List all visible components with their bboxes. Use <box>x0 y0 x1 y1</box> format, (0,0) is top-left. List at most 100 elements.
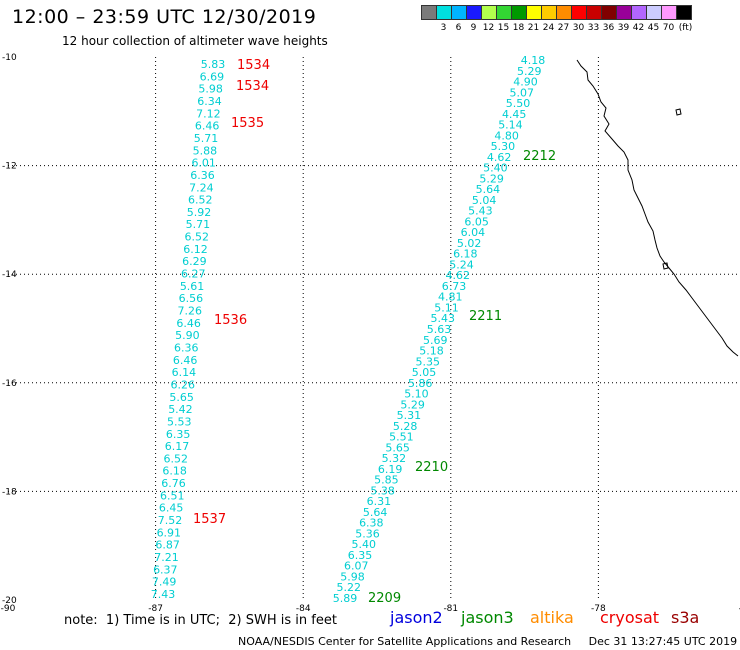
coastline <box>576 59 739 357</box>
jason3-swh-value: 4.62 <box>487 151 512 164</box>
jason3-swh-value: 5.14 <box>498 119 523 132</box>
jason3-swh-value: 6.31 <box>367 495 392 508</box>
island-outline <box>675 108 682 116</box>
color-scale-tick: 30 <box>572 23 585 33</box>
cryosat-swh-value: 6.56 <box>179 292 204 305</box>
cryosat-swh-value: 7.21 <box>154 551 179 564</box>
lon-tick-label: -78 <box>591 604 606 614</box>
jason3-swh-value: 5.10 <box>404 388 429 401</box>
cryosat-swh-value: 6.27 <box>181 268 206 281</box>
cryosat-swh-value: 6.46 <box>173 354 198 367</box>
cryosat-swh-value: 6.26 <box>171 378 196 391</box>
cryosat-swh-value: 5.90 <box>175 329 200 342</box>
cryosat-swh-value: 7.24 <box>189 181 214 194</box>
jason3-swh-value: 5.02 <box>457 237 482 250</box>
jason3-swh-value: 4.62 <box>446 269 471 282</box>
color-scale-tick: 3 <box>440 23 447 33</box>
jason3-swh-value: 5.30 <box>491 140 516 153</box>
cryosat-swh-value: 5.98 <box>198 83 223 96</box>
jason3-swh-value: 5.38 <box>370 484 395 497</box>
cryosat-swh-value: 5.53 <box>167 415 192 428</box>
cryosat-time-label: 1536 <box>214 313 247 328</box>
cryosat-time-label: 1534 <box>237 58 270 73</box>
jason3-time-label: 2209 <box>368 591 401 606</box>
cryosat-swh-value: 5.71 <box>186 218 211 231</box>
cryosat-swh-value: 5.83 <box>201 58 226 71</box>
jason3-swh-value: 5.29 <box>479 172 504 185</box>
cryosat-time-label: 1534 <box>236 79 269 94</box>
cryosat-time-label: 1537 <box>193 512 226 527</box>
jason3-swh-value: 6.38 <box>359 517 384 530</box>
jason3-swh-value: 6.18 <box>453 248 478 261</box>
jason3-swh-value: 5.18 <box>419 345 444 358</box>
color-scale-tick: 36 <box>602 23 615 33</box>
cryosat-swh-value: 5.92 <box>187 206 212 219</box>
jason3-swh-value: 5.28 <box>393 420 418 433</box>
jason3-swh-value: 5.43 <box>468 205 493 218</box>
color-scale-tick: 33 <box>587 23 600 33</box>
jason3-swh-value: 6.73 <box>442 280 467 293</box>
lon-tick-label: -75 <box>739 604 740 614</box>
cryosat-swh-value: 6.46 <box>195 120 220 133</box>
cryosat-swh-value: 6.36 <box>174 341 199 354</box>
lon-tick-label: -81 <box>443 604 458 614</box>
cryosat-swh-value: 5.42 <box>168 403 193 416</box>
jason3-swh-value: 5.04 <box>472 194 497 207</box>
jason3-swh-value: 4.45 <box>502 108 527 121</box>
cryosat-swh-value: 6.91 <box>157 526 182 539</box>
cryosat-time-label: 1535 <box>231 116 264 131</box>
legend-jason2: jason2 <box>390 608 443 627</box>
cryosat-swh-value: 6.52 <box>184 231 209 244</box>
cryosat-swh-value: 7.52 <box>158 514 183 527</box>
jason3-swh-value: 5.63 <box>427 323 452 336</box>
jason3-swh-value: 5.07 <box>509 86 534 99</box>
cryosat-swh-value: 5.88 <box>193 144 218 157</box>
jason3-swh-value: 5.86 <box>408 377 433 390</box>
lon-tick-label: -84 <box>296 604 311 614</box>
lat-tick-label: -20 <box>2 596 17 606</box>
map-grid <box>8 57 740 600</box>
jason3-swh-value: 5.69 <box>423 334 448 347</box>
jason3-swh-value: 4.90 <box>513 76 538 89</box>
cryosat-swh-value: 6.52 <box>188 194 213 207</box>
lat-tick-label: -18 <box>2 487 17 497</box>
jason3-swh-value: 4.80 <box>494 129 519 142</box>
cryosat-swh-value: 6.37 <box>153 563 178 576</box>
jason3-swh-value: 5.24 <box>449 258 474 271</box>
jason3-swh-value: 5.31 <box>397 409 422 422</box>
cryosat-swh-value: 6.14 <box>172 366 197 379</box>
cryosat-swh-value: 6.36 <box>190 169 215 182</box>
cryosat-swh-value: 6.52 <box>164 452 189 465</box>
cryosat-swh-value: 6.35 <box>166 428 191 441</box>
cryosat-swh-value: 7.43 <box>151 588 176 601</box>
lat-tick-label: -12 <box>2 162 17 172</box>
cryosat-swh-value: 6.29 <box>182 255 207 268</box>
color-scale-tick: 6 <box>455 23 462 33</box>
jason3-swh-value: 6.19 <box>378 463 403 476</box>
color-scale-tick: 12 <box>482 23 495 33</box>
cryosat-swh-value: 6.01 <box>191 157 216 170</box>
jason3-time-label: 2212 <box>523 149 556 164</box>
footer-note: note: 1) Time is in UTC; 2) SWH is in fe… <box>64 613 337 628</box>
jason3-swh-value: 5.05 <box>412 366 437 379</box>
cryosat-swh-value: 6.87 <box>155 539 180 552</box>
color-scale-swatches <box>421 5 693 20</box>
legend-jason3: jason3 <box>461 608 514 627</box>
lat-tick-label: -14 <box>2 270 17 280</box>
jason3-swh-value: 6.35 <box>348 549 373 562</box>
cryosat-swh-value: 6.69 <box>200 70 225 83</box>
cryosat-swh-value: 6.34 <box>197 95 222 108</box>
cryosat-swh-value: 6.76 <box>161 477 186 490</box>
color-scale-tick: 24 <box>542 23 555 33</box>
cryosat-swh-value: 7.26 <box>177 305 202 318</box>
jason3-swh-value: 5.35 <box>415 355 440 368</box>
jason3-swh-value: 5.64 <box>476 183 501 196</box>
jason3-swh-value: 5.89 <box>333 592 358 605</box>
jason3-swh-value: 4.81 <box>438 291 463 304</box>
color-scale-tick: 39 <box>617 23 630 33</box>
color-scale-ticks: 3 6 9 12 15 18 21 24 27 30 33 36 39 42 45 70 (ft) <box>421 23 693 33</box>
lat-tick-label: -16 <box>2 379 17 389</box>
color-scale-tick: 15 <box>497 23 510 33</box>
jason3-time-label: 2211 <box>469 309 502 324</box>
footer-credit: NOAA/NESDIS Center for Satellite Applica… <box>238 635 738 648</box>
